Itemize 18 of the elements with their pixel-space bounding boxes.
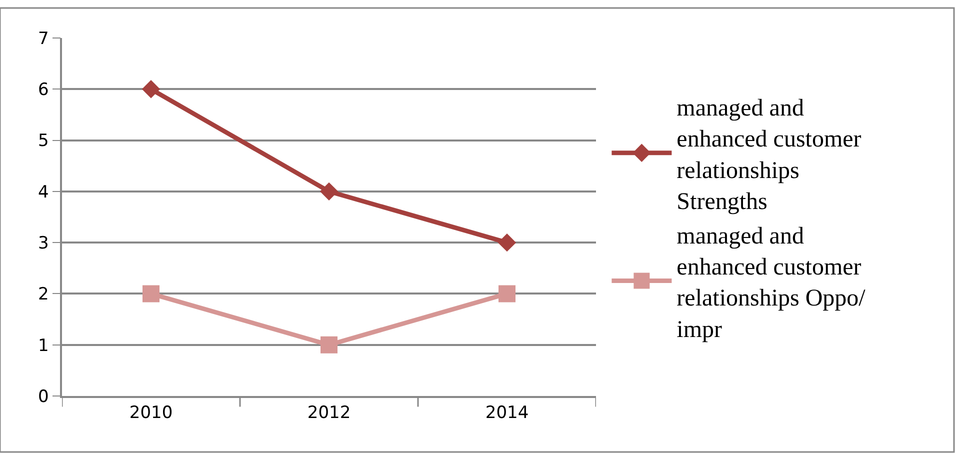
point: [142, 285, 160, 302]
point: [320, 336, 338, 354]
y-tick-label: 6: [38, 80, 49, 100]
point: [142, 80, 160, 98]
point: [320, 182, 338, 201]
y-tick-label: 4: [38, 182, 49, 202]
point: [498, 233, 516, 252]
y-tick-label: 1: [38, 336, 49, 356]
y-tick-label: 0: [38, 386, 49, 407]
y-tick-label: 2: [38, 284, 49, 305]
point: [498, 285, 516, 302]
legend-label: managed and enhanced customer relationships Oppo/ impr: [676, 223, 866, 343]
y-tick-label: 3: [38, 234, 49, 254]
x-tick-label: 2010: [129, 403, 173, 424]
x-tick-label: 2014: [485, 403, 529, 424]
x-tick-label: 2012: [307, 403, 351, 424]
y-tick-label: 7: [38, 28, 49, 49]
y-tick-label: 5: [38, 131, 49, 152]
